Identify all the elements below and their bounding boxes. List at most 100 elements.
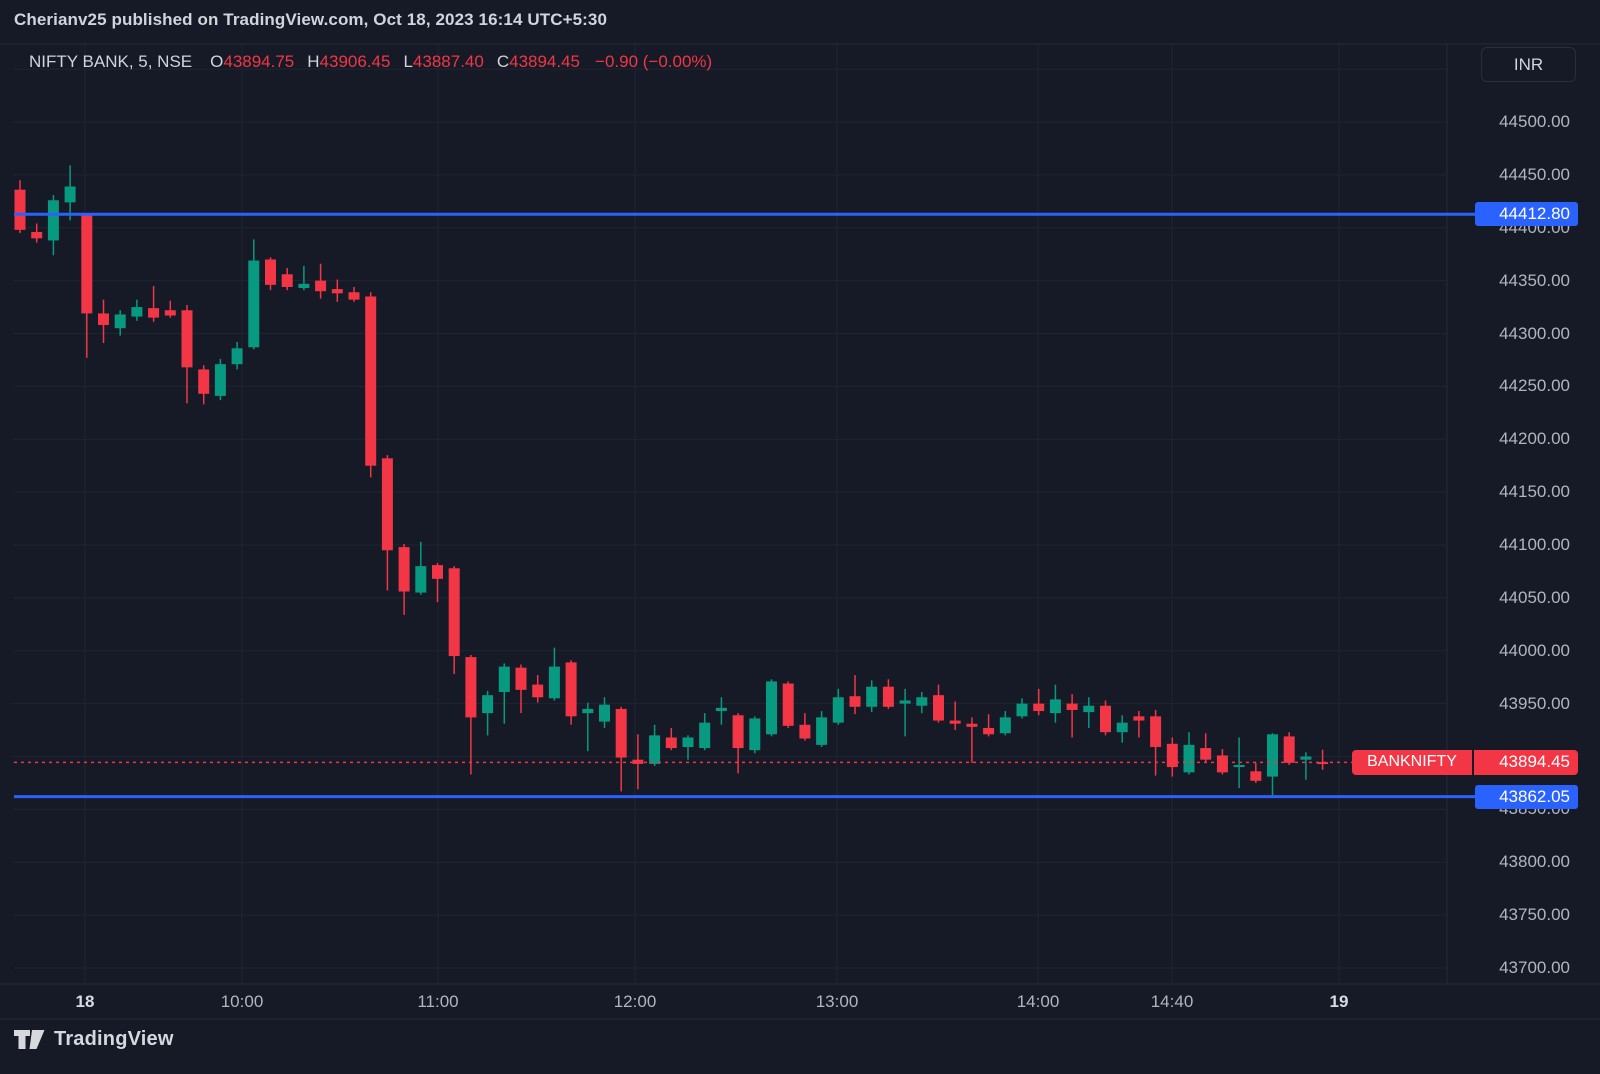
candle[interactable] [1283,732,1295,765]
time-tick-day-label: 19 [1329,992,1349,1011]
candle[interactable] [1267,733,1278,797]
candle[interactable] [64,165,76,221]
price-line-badge-upper: 44412.80 [1475,202,1578,227]
candle[interactable] [1166,737,1178,777]
candle[interactable] [799,713,811,741]
candle[interactable] [1100,700,1111,736]
candle[interactable] [615,706,627,792]
candle[interactable] [248,239,260,350]
time-tick-label: 13:00 [815,992,859,1011]
legend-open-value: 43894.75 [223,52,295,71]
candle[interactable] [966,717,978,763]
candle[interactable] [999,711,1011,736]
candle[interactable] [298,265,310,291]
legend-change: −0.90 (−0.00%) [595,52,713,71]
tradingview-logo-text: TradingView [54,1028,174,1050]
candle[interactable] [548,647,560,701]
candle[interactable] [1116,715,1128,743]
candle[interactable] [1216,749,1228,775]
candle[interactable] [482,690,494,736]
price-tick-label: 44150.00 [1499,482,1570,502]
candle[interactable] [849,675,861,715]
legend-close-label: C [496,52,510,71]
candle[interactable] [198,365,210,405]
candle[interactable] [1049,684,1061,723]
candle[interactable] [231,341,243,370]
candle[interactable] [699,713,711,751]
currency-button[interactable]: INR [1481,47,1576,82]
candle[interactable] [866,680,878,713]
price-tick-label: 44200.00 [1499,429,1570,449]
candle[interactable] [682,735,694,760]
price-axis[interactable]: 44500.00 44450.00 44400.00 44350.00 44300.00… [1447,44,1600,984]
time-axis[interactable]: 18 10:00 11:00 12:00 13:00 14:00 14:40 19 [0,984,1600,1019]
candle[interactable] [465,654,477,775]
candle[interactable] [331,279,343,302]
candle[interactable] [114,310,126,336]
candle[interactable] [916,691,928,714]
price-tick-label: 44300.00 [1499,323,1570,343]
candle[interactable] [381,455,393,591]
candle[interactable] [933,684,944,723]
candle[interactable] [1183,732,1195,775]
candle[interactable] [348,286,360,302]
candle[interactable] [148,285,160,322]
candle[interactable] [949,701,961,731]
candle[interactable] [281,267,293,291]
candle[interactable] [415,541,427,595]
candle[interactable] [832,688,844,725]
candle[interactable] [365,292,377,478]
candle[interactable] [1066,694,1078,738]
candle[interactable] [1200,733,1212,762]
candle[interactable] [665,727,677,751]
candle[interactable] [732,713,744,774]
candle[interactable] [1133,711,1145,738]
candle[interactable] [1150,709,1162,776]
candle[interactable] [1016,698,1028,719]
price-line-badge-lower: 43862.05 [1475,784,1578,809]
time-tick-label: 10:00 [220,992,264,1011]
candle[interactable] [565,660,577,725]
tradingview-logo-icon [14,1029,45,1049]
candle[interactable] [448,566,460,675]
time-tick-day-label: 18 [75,992,95,1011]
candle[interactable] [131,299,143,321]
candle[interactable] [983,714,995,737]
candle[interactable] [214,358,226,401]
candle[interactable] [1300,752,1312,780]
candle[interactable] [47,194,59,256]
candle[interactable] [31,223,43,243]
candle[interactable] [181,304,193,404]
candle[interactable] [532,675,544,703]
candle[interactable] [649,724,661,767]
candle[interactable] [265,257,276,291]
tradingview-logo[interactable]: TradingView [14,1028,174,1051]
candle[interactable] [398,543,410,615]
candle[interactable] [1250,762,1262,783]
candle[interactable] [432,562,443,603]
candle[interactable] [1083,697,1095,728]
candle[interactable] [315,263,327,299]
candle[interactable] [498,663,510,724]
candle[interactable] [882,679,894,709]
price-tick-label: 44050.00 [1499,587,1570,607]
candle[interactable] [1317,749,1329,770]
time-tick-label: 14:00 [1016,992,1060,1011]
candle[interactable] [782,681,794,728]
candle[interactable] [515,664,527,714]
candle[interactable] [715,697,727,725]
candle[interactable] [749,716,761,754]
candle[interactable] [1033,688,1045,716]
legend-symbol[interactable]: NIFTY BANK, 5, NSE [29,52,193,71]
candle[interactable] [98,299,109,344]
candle[interactable] [766,679,777,737]
last-price-symbol-badge: BANKNIFTY [1352,749,1472,775]
candle[interactable] [899,688,911,737]
candle[interactable] [816,711,828,747]
candle[interactable] [14,180,26,234]
candle[interactable] [599,697,610,728]
candle[interactable] [81,212,93,358]
candle[interactable] [164,300,176,318]
candle[interactable] [582,702,594,752]
